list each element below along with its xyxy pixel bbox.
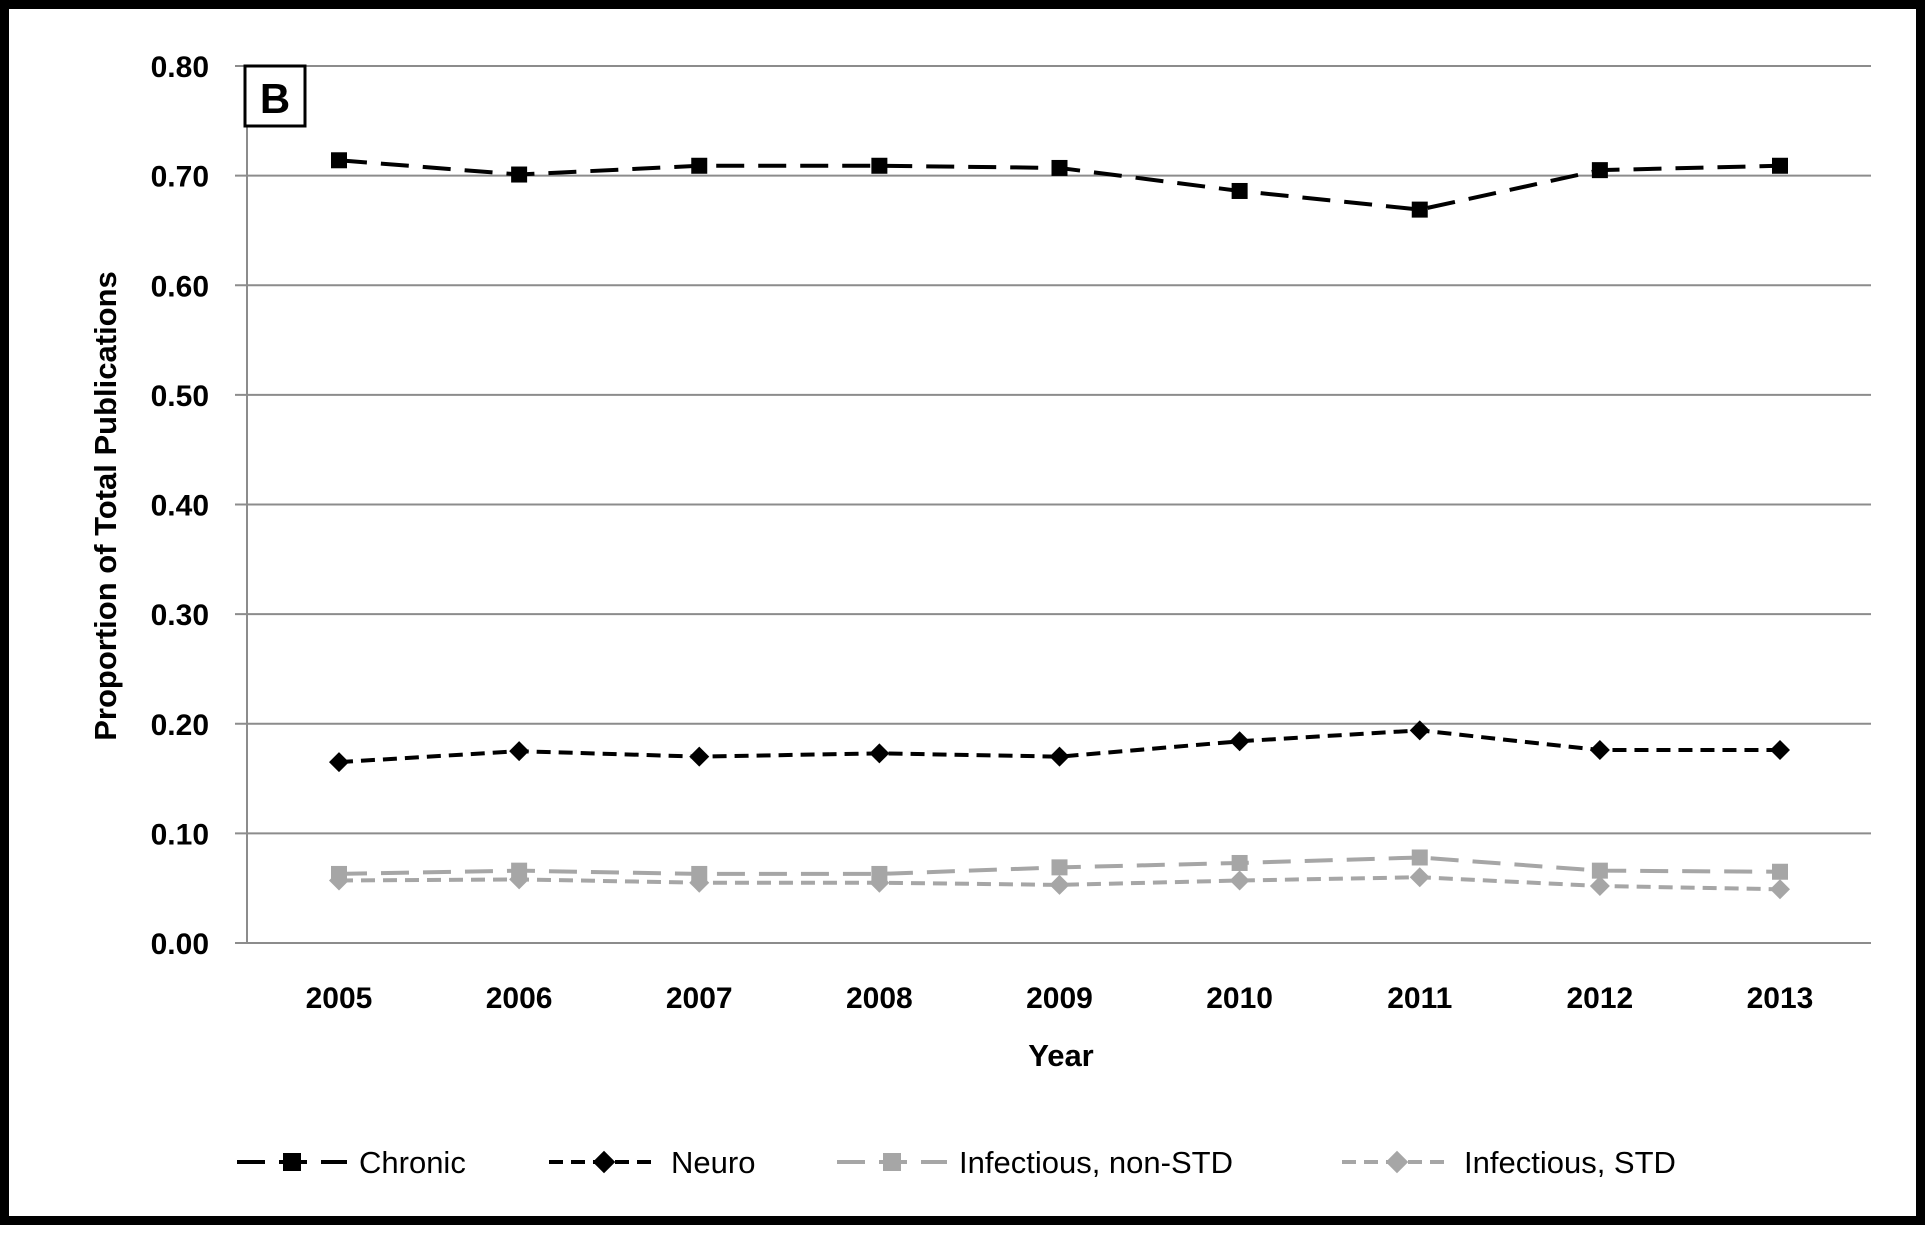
x-axis-title: Year (1028, 1038, 1094, 1073)
data-point (1591, 162, 1608, 179)
data-point (1589, 740, 1610, 761)
y-tick-label: 0.30 (151, 599, 209, 632)
data-point (1409, 867, 1430, 888)
legend: Chronic Neuro Infectious, non-STD Infectiou… (237, 1145, 1676, 1180)
legend-label: Infectious, non-STD (959, 1145, 1233, 1180)
y-tick-label: 0.60 (151, 270, 209, 303)
data-point (1231, 182, 1248, 199)
series-group (329, 867, 1790, 900)
data-point (1051, 159, 1068, 176)
data-point (1770, 879, 1790, 900)
legend-swatch-marker (883, 1153, 901, 1171)
data-point (1772, 863, 1788, 880)
data-point (689, 746, 710, 767)
legend-item: Neuro (549, 1145, 755, 1180)
data-point (1229, 731, 1250, 752)
data-point (869, 743, 890, 764)
legend-swatch-marker (283, 1153, 301, 1171)
legend-item: Chronic (237, 1145, 466, 1180)
y-tick-label: 0.40 (151, 490, 209, 523)
series-lines (329, 152, 1790, 900)
panel-label-frame (243, 64, 307, 128)
series-line (338, 875, 1781, 892)
gridlines (235, 65, 1871, 835)
x-tick-label: 2011 (1387, 982, 1452, 1015)
x-tick-label: 2012 (1567, 982, 1634, 1015)
x-tick-label: 2010 (1206, 982, 1273, 1015)
data-point (689, 872, 710, 893)
data-point (1051, 859, 1068, 876)
data-point (329, 752, 349, 773)
data-point (509, 869, 530, 890)
legend-item: Infectious, non-STD (837, 1145, 1233, 1180)
series-group (329, 720, 1790, 773)
legend-swatch-marker (1385, 1150, 1409, 1174)
x-tick-label: 2006 (486, 982, 553, 1015)
x-tick-labels: 2005 2006 2007 2008 2009 2010 2011 2012 2013 (306, 982, 1814, 1015)
y-tick-label: 0.80 (151, 51, 209, 84)
panel-label-box: B (243, 64, 307, 128)
legend-label: Neuro (671, 1145, 755, 1180)
data-point (691, 157, 708, 174)
data-point (1049, 746, 1070, 767)
data-point (869, 872, 890, 893)
x-tick-label: 2007 (666, 982, 733, 1015)
y-tick-label: 0.50 (151, 380, 209, 413)
legend-item: Infectious, STD (1342, 1145, 1676, 1180)
series-group (331, 152, 1788, 218)
data-point (509, 741, 530, 762)
y-tick-label: 0.70 (151, 161, 209, 194)
legend-swatch-marker (592, 1150, 616, 1174)
data-point (1411, 201, 1428, 218)
data-point (1411, 849, 1428, 866)
y-tick-labels: 0.00 0.10 0.20 0.30 0.40 0.50 0.60 0.70 0.80 (151, 51, 209, 961)
axes (235, 66, 1871, 944)
data-point (1231, 854, 1248, 871)
legend-label: Chronic (359, 1145, 466, 1180)
y-tick-label: 0.10 (151, 818, 209, 851)
x-tick-label: 2008 (846, 982, 913, 1015)
panel-label: B (260, 75, 290, 122)
legend-label: Infectious, STD (1464, 1145, 1676, 1180)
data-point (1229, 870, 1250, 891)
data-point (511, 166, 528, 183)
x-tick-label: 2005 (306, 982, 373, 1015)
data-point (1772, 157, 1788, 174)
data-point (1589, 875, 1610, 896)
data-point (1409, 720, 1430, 741)
data-point (331, 152, 347, 169)
data-point (1770, 740, 1790, 761)
data-point (329, 870, 349, 891)
x-tick-label: 2009 (1026, 982, 1093, 1015)
x-tick-label: 2013 (1747, 982, 1814, 1015)
y-axis-title: Proportion of Total Publications (88, 271, 123, 741)
data-point (1591, 862, 1608, 879)
data-point (871, 157, 888, 174)
line-chart: 0.00 0.10 0.20 0.30 0.40 0.50 0.60 0.70 0.80 200… (88, 51, 1871, 1180)
data-point (1049, 874, 1070, 895)
y-tick-label: 0.20 (151, 709, 209, 742)
y-tick-label: 0.00 (151, 928, 209, 961)
